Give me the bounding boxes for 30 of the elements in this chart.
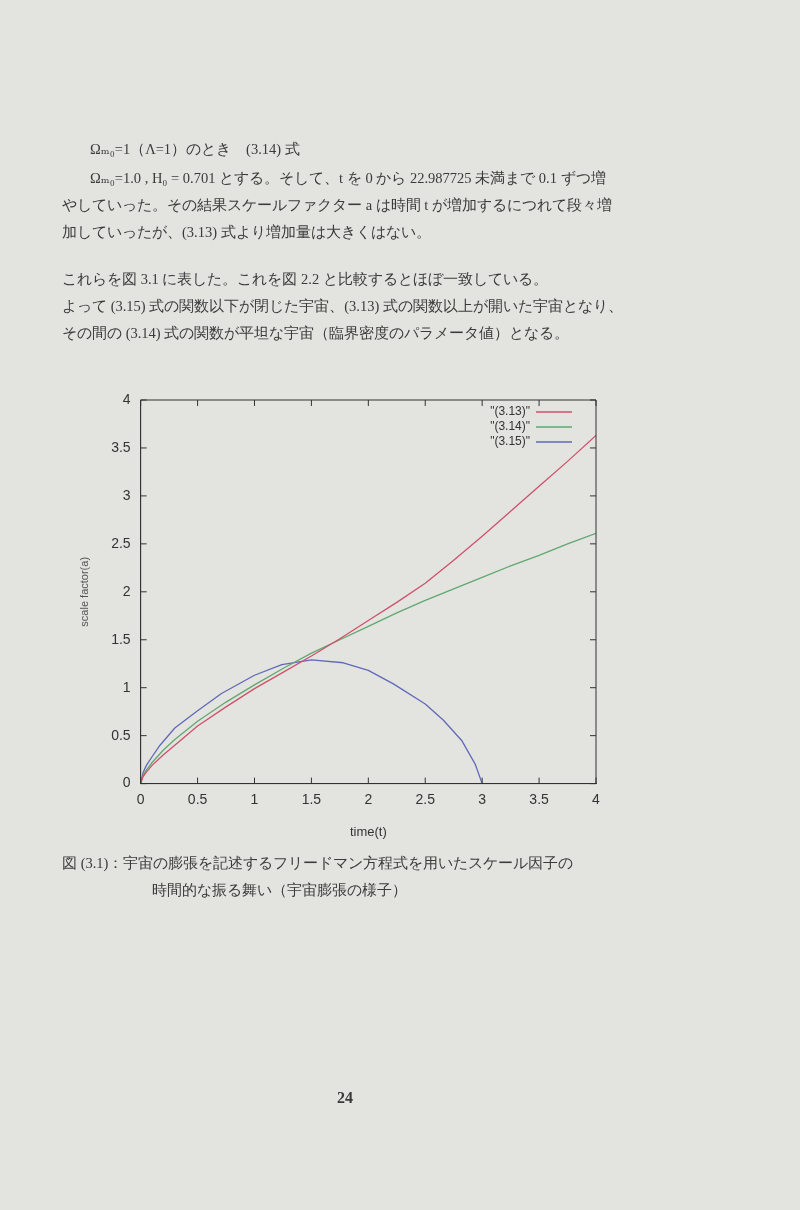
y-tick-label: 0.5 bbox=[111, 726, 131, 743]
legend-label: "(3.15)" bbox=[490, 434, 530, 449]
y-tick-label: 3 bbox=[122, 486, 131, 503]
x-tick-label: 1 bbox=[250, 790, 259, 807]
x-axis-title: time(t) bbox=[349, 823, 387, 839]
y-tick-label: 2.5 bbox=[111, 534, 131, 551]
text: これらを図 3.1 に表した。これを図 2.2 と比較するとほぼ一致している。 bbox=[62, 270, 549, 289]
x-tick-label: 1.5 bbox=[301, 790, 322, 807]
y-tick-label: 2 bbox=[122, 582, 131, 599]
y-tick-label: 1.5 bbox=[111, 630, 131, 647]
x-tick-label: 3.5 bbox=[529, 790, 550, 807]
text: よって (3.15) 式の関数以下が閉じた宇宙、(3.13) 式の関数以上が開いた宇宙となり、 bbox=[62, 297, 623, 316]
x-tick-label: 0.5 bbox=[187, 790, 208, 807]
y-tick-label: 0 bbox=[122, 774, 131, 791]
text: Ωₘ₀=1（Λ=1）のとき (3.14) 式 bbox=[89, 140, 301, 159]
x-tick-label: 4 bbox=[592, 790, 601, 807]
x-tick-label: 2 bbox=[364, 790, 373, 807]
legend-label: "(3.14)" bbox=[490, 419, 530, 434]
text: 図 (3.1)：宇宙の膨張を記述するフリードマン方程式を用いたスケール因子の時間的な振る舞い（宇宙膨張の様子） bbox=[62, 854, 575, 900]
text: その間の (3.14) 式の関数が平坦な宇宙（臨界密度のパラメータ値）となる。 bbox=[62, 324, 571, 343]
y-tick-label: 1 bbox=[122, 678, 131, 695]
legend-label: "(3.13)" bbox=[490, 404, 530, 419]
x-tick-label: 0 bbox=[136, 790, 145, 807]
y-tick-label: 4 bbox=[122, 390, 131, 407]
x-tick-label: 3 bbox=[478, 790, 487, 807]
y-tick-label: 3.5 bbox=[111, 438, 131, 455]
text: Ωₘ₀=1.0 , H₀ = 0.701 とする。そして、t を 0 から 22.987725 未満まで 0.1 ずつ増やしていった。その結果スケールファクター a は時間 t が増加するにつれて段々増加していったが、(3.13) 式より増加量は大きくはない。 bbox=[62, 169, 613, 242]
y-axis-title: scale factor(a) bbox=[77, 556, 90, 627]
x-tick-label: 2.5 bbox=[415, 790, 436, 807]
text: 24 bbox=[336, 1088, 354, 1108]
